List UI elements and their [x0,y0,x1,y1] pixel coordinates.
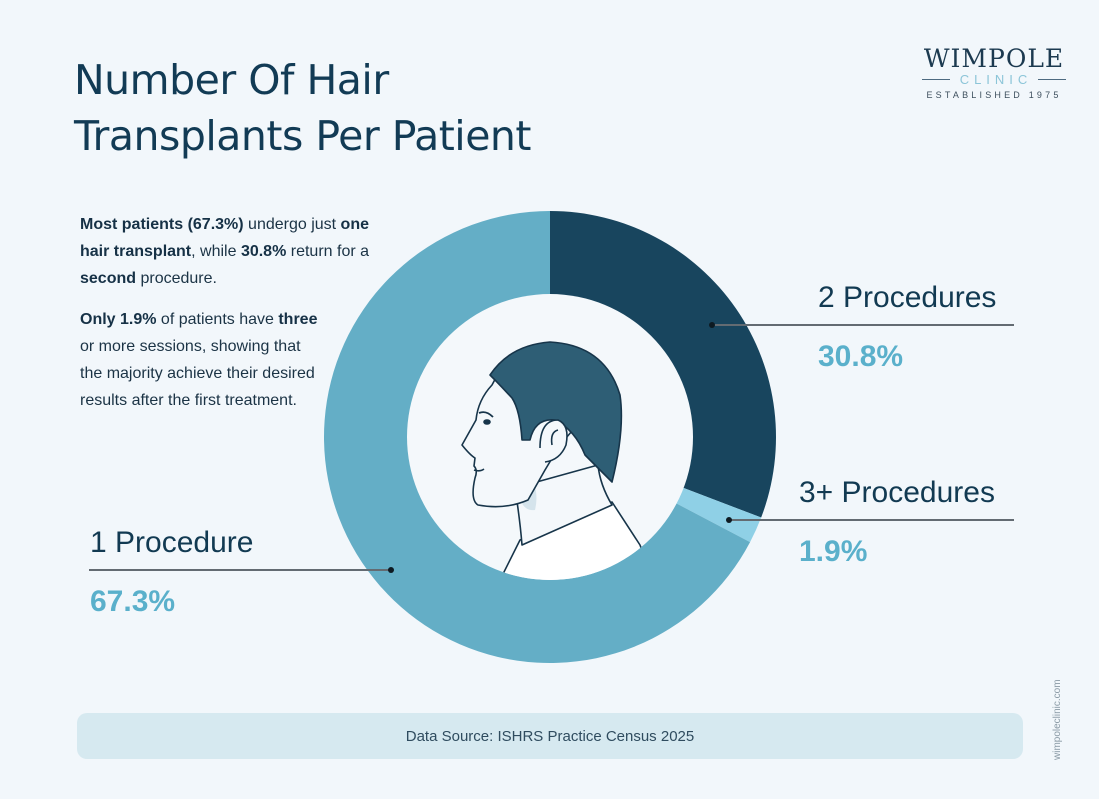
data-source-text: Data Source: ISHRS Practice Census 2025 [405,727,695,745]
description-paragraph-2: Only 1.9% of patients have three or more… [80,311,318,409]
value-3-procedures: 1.9% [799,535,868,568]
value-2-procedures: 30.8% [818,340,904,373]
label-1-procedure: 1 Procedure [90,526,254,559]
label-3-procedures: 3+ Procedures [799,476,995,509]
label-2-procedures: 2 Procedures [818,281,997,314]
logo-divider-left [922,79,950,80]
website-url: wimpoleclinic.com [1052,679,1063,760]
title-line-1: Number Of Hair [74,56,389,104]
head-profile-illustration [461,341,661,580]
description: Most patients (67.3%) undergo just one h… [80,211,380,428]
donut-slice-1 [324,211,751,663]
page-title: Number Of Hair Transplants Per Patient [74,52,531,164]
logo-clinic: CLINIC [959,72,1033,87]
logo-divider-right [1038,79,1066,80]
logo-sub: CLINIC [922,72,1066,87]
title-line-2: Transplants Per Patient [74,112,531,160]
wimpole-clinic-logo: WIMPOLE CLINIC ESTABLISHED 1975 [922,44,1066,100]
value-1-procedure: 67.3% [90,585,176,618]
donut-slices [324,211,776,663]
logo-name: WIMPOLE [923,44,1065,73]
logo-established: ESTABLISHED 1975 [926,90,1062,100]
donut-slice-2 [550,211,776,518]
leader-dot-2 [709,322,715,328]
description-paragraph-1: Most patients (67.3%) undergo just one h… [80,216,370,287]
leader-dot-1 [388,567,394,573]
data-source-banner: Data Source: ISHRS Practice Census 2025 [77,713,1023,759]
donut-slice-3 [673,486,762,543]
leader-dot-3 [726,517,732,523]
